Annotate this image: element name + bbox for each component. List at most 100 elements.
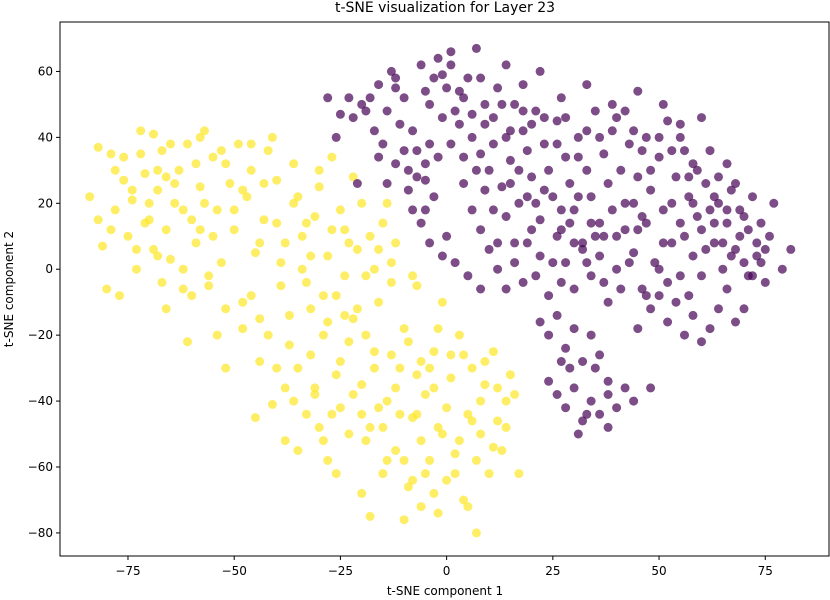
data-point	[654, 264, 664, 274]
data-point	[378, 469, 388, 479]
data-point	[293, 192, 303, 202]
data-point	[573, 152, 583, 162]
data-point	[374, 80, 384, 90]
data-point	[497, 99, 507, 109]
data-point	[318, 436, 328, 446]
data-point	[136, 126, 146, 136]
data-point	[170, 198, 180, 208]
data-point	[399, 146, 409, 156]
data-point	[488, 205, 498, 215]
data-point	[127, 185, 137, 195]
data-point	[624, 139, 634, 149]
y-tick-label: 40	[38, 130, 53, 144]
data-point	[102, 284, 112, 294]
data-point	[667, 198, 677, 208]
x-tick-label: 75	[758, 564, 773, 578]
data-point	[323, 93, 333, 103]
data-point	[144, 198, 154, 208]
data-point	[595, 218, 605, 228]
data-point	[408, 271, 418, 281]
data-point	[386, 66, 396, 76]
data-point	[578, 416, 588, 426]
data-point	[667, 146, 677, 156]
data-point	[272, 363, 282, 373]
data-point	[535, 317, 545, 327]
data-point	[552, 139, 562, 149]
data-point	[544, 165, 554, 175]
data-point	[603, 179, 613, 188]
data-point	[399, 455, 409, 465]
data-point	[743, 225, 753, 235]
data-point	[646, 165, 656, 175]
data-point	[701, 244, 711, 254]
data-point	[578, 244, 588, 254]
data-point	[437, 251, 447, 261]
data-point	[769, 198, 779, 208]
data-point	[378, 218, 388, 228]
data-point	[255, 238, 265, 248]
data-point	[471, 455, 481, 465]
data-point	[204, 271, 214, 281]
data-point	[318, 291, 328, 301]
data-point	[183, 337, 192, 347]
data-point	[352, 179, 362, 188]
data-point	[221, 363, 231, 373]
data-point	[361, 436, 371, 446]
data-point	[195, 225, 205, 235]
data-point	[467, 132, 477, 142]
data-point	[675, 271, 685, 281]
y-tick-label: −20	[28, 328, 53, 342]
data-point	[471, 43, 481, 53]
data-point	[306, 251, 316, 261]
data-point	[391, 83, 401, 93]
data-point	[331, 469, 341, 479]
data-point	[357, 488, 367, 498]
data-point	[425, 99, 435, 109]
data-point	[505, 179, 515, 188]
data-point	[629, 248, 639, 258]
data-point	[573, 429, 583, 439]
data-point	[157, 146, 167, 156]
data-point	[331, 291, 341, 301]
data-point	[641, 132, 651, 142]
data-point	[714, 304, 723, 314]
data-point	[301, 409, 311, 419]
data-point	[187, 291, 197, 301]
data-point	[629, 198, 639, 208]
data-point	[743, 271, 753, 281]
data-point	[480, 357, 490, 366]
data-point	[357, 380, 367, 390]
data-point	[603, 297, 613, 307]
data-point	[365, 231, 375, 241]
data-point	[722, 159, 732, 169]
data-point	[463, 73, 473, 83]
data-point	[382, 179, 392, 188]
x-tick-label: 50	[651, 564, 666, 578]
data-point	[476, 225, 486, 235]
data-point	[136, 149, 146, 159]
data-point	[582, 258, 592, 268]
data-point	[544, 330, 554, 340]
data-point	[140, 218, 150, 228]
data-point	[705, 205, 715, 215]
data-point	[646, 304, 656, 314]
data-point	[527, 172, 537, 182]
data-point	[195, 132, 205, 142]
y-tick-label: 0	[45, 262, 53, 276]
data-point	[446, 139, 456, 149]
data-point	[386, 258, 396, 268]
data-point	[467, 109, 477, 119]
data-point	[310, 212, 320, 221]
data-point	[726, 185, 736, 195]
data-point	[709, 218, 719, 228]
data-point	[412, 370, 422, 380]
data-point	[442, 231, 452, 241]
data-point	[216, 258, 226, 268]
data-point	[752, 238, 762, 248]
data-point	[488, 139, 498, 149]
data-point	[641, 218, 651, 228]
data-point	[399, 93, 409, 103]
data-point	[340, 225, 350, 235]
data-point	[595, 251, 605, 261]
data-point	[408, 205, 418, 215]
